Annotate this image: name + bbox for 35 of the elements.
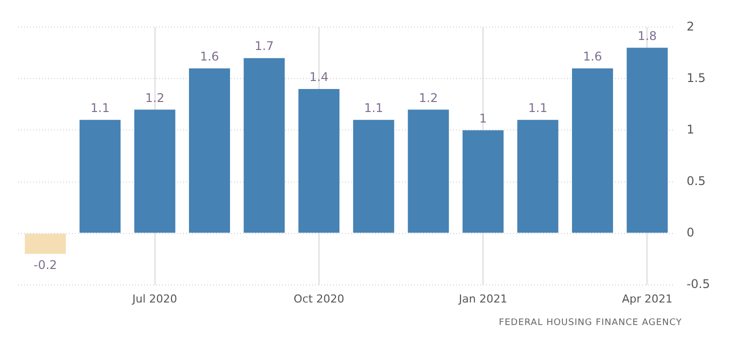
- x-tick-label: Oct 2020: [294, 292, 344, 306]
- bar: [80, 120, 121, 233]
- bar: [408, 110, 449, 233]
- y-tick-label: 0.5: [686, 174, 706, 188]
- data-label: 1: [479, 111, 487, 126]
- bar: [517, 120, 558, 233]
- data-label: 1.6: [200, 50, 220, 64]
- y-tick-label: -0.5: [686, 276, 710, 291]
- bar: [244, 58, 285, 233]
- x-tick-label: Jul 2020: [131, 292, 178, 306]
- bar: [626, 48, 668, 233]
- bar: [188, 68, 230, 233]
- bar: [134, 110, 176, 233]
- x-tick-label: Apr 2021: [622, 292, 672, 306]
- data-label: 1.2: [418, 90, 438, 105]
- bar: [353, 120, 394, 233]
- data-label: 1.4: [309, 70, 328, 84]
- y-tick-label: 1.5: [686, 70, 706, 85]
- data-label: 1.6: [582, 50, 602, 64]
- x-tick-label: Jan 2021: [458, 292, 508, 306]
- bar: [572, 68, 614, 233]
- data-label: 1.8: [638, 28, 657, 43]
- text: FEDERAL HOUSING FINANCE AGENCY: [498, 318, 683, 328]
- y-tick-label: 2: [686, 19, 694, 34]
- bar: [24, 234, 66, 254]
- data-label: -0.2: [34, 258, 58, 272]
- y-tick-label: 0: [686, 225, 694, 240]
- data-label: 1.1: [528, 101, 548, 116]
- bar: [298, 89, 340, 233]
- data-label: 1.7: [254, 39, 274, 54]
- data-label: 1.1: [90, 101, 110, 116]
- data-label: 1.1: [364, 101, 384, 116]
- data-label: 1.2: [145, 90, 164, 105]
- y-tick-label: 1: [686, 122, 694, 136]
- bar: [462, 130, 504, 233]
